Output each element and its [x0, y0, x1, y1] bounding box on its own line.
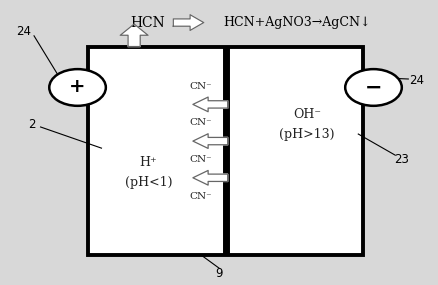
Text: CN⁻: CN⁻ [190, 118, 212, 127]
Circle shape [345, 69, 402, 106]
Text: CN⁻: CN⁻ [190, 82, 212, 91]
Text: CN⁻: CN⁻ [190, 155, 212, 164]
Text: (pH<1): (pH<1) [124, 176, 172, 188]
Text: H⁺: H⁺ [139, 156, 157, 169]
Polygon shape [173, 15, 204, 30]
Polygon shape [120, 24, 148, 46]
Text: CN⁻: CN⁻ [190, 192, 212, 201]
Polygon shape [193, 97, 228, 112]
Text: (pH>13): (pH>13) [279, 127, 335, 141]
Text: 2: 2 [28, 118, 35, 131]
Text: +: + [69, 78, 86, 96]
Polygon shape [193, 170, 228, 185]
Text: 24: 24 [410, 74, 424, 87]
Text: OH⁻: OH⁻ [293, 108, 321, 121]
Circle shape [49, 69, 106, 106]
Text: HCN+AgNO3→AgCN↓: HCN+AgNO3→AgCN↓ [223, 16, 371, 29]
Text: −: − [365, 78, 382, 97]
Text: 24: 24 [16, 25, 31, 38]
Text: HCN: HCN [130, 16, 165, 30]
Polygon shape [193, 134, 228, 148]
Bar [88, 46, 363, 255]
Text: 23: 23 [394, 153, 409, 166]
Text: 9: 9 [215, 267, 223, 280]
